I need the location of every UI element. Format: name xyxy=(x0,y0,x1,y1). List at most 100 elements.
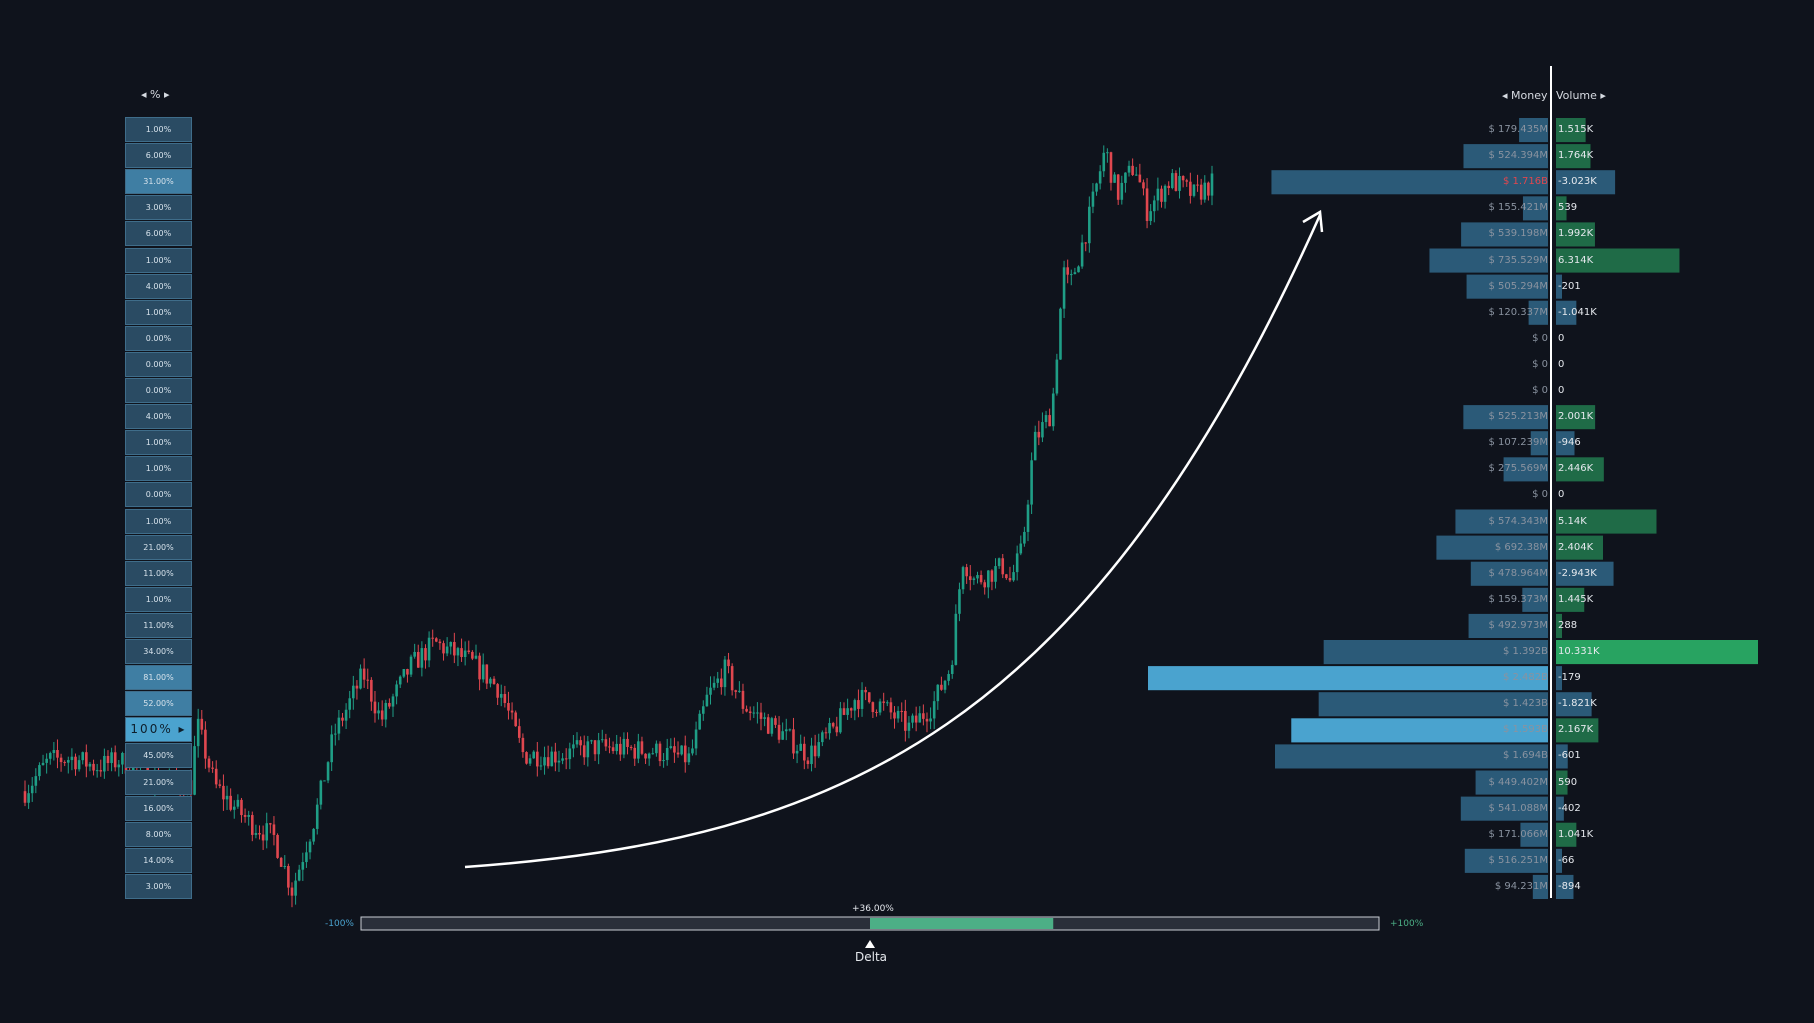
candle-body xyxy=(658,743,662,762)
candle-body xyxy=(265,823,269,841)
money-label: $ 171.066M xyxy=(1488,828,1548,840)
candle-body xyxy=(305,852,308,863)
candle-body xyxy=(1127,165,1131,173)
candle-body xyxy=(27,793,30,803)
candle-body xyxy=(521,737,525,753)
candle-body xyxy=(113,752,117,768)
volume-header[interactable]: Volume ▸ xyxy=(1556,89,1606,102)
volume-bar xyxy=(1556,405,1596,430)
candle-body xyxy=(1203,182,1207,200)
candle-body xyxy=(193,746,196,795)
candle-body xyxy=(204,729,207,759)
pct-row: 81.00% xyxy=(125,665,192,691)
candle-body xyxy=(218,784,222,786)
candle-body xyxy=(1041,422,1044,438)
pct-row: 0.00% xyxy=(125,482,192,508)
candle-body xyxy=(896,710,900,719)
candle-body xyxy=(651,753,655,755)
candle-body xyxy=(1055,359,1059,394)
pct-row: 3.00% xyxy=(125,873,192,899)
candle-body xyxy=(294,880,297,896)
candle-body xyxy=(308,841,312,853)
pct-row: 14.00% xyxy=(125,847,192,873)
candle-body xyxy=(968,576,972,581)
money-bar xyxy=(1463,144,1548,169)
volume-label: -946 xyxy=(1558,437,1581,449)
candle-body xyxy=(867,692,871,703)
candle-body xyxy=(23,791,27,803)
candle-body xyxy=(337,717,341,734)
candle-body xyxy=(554,751,557,763)
candle-body xyxy=(756,712,759,714)
volume-label: 5.14K xyxy=(1558,515,1587,527)
candle-body xyxy=(489,678,492,684)
candle-body xyxy=(95,770,99,772)
volume-bar xyxy=(1556,118,1586,143)
volume-label: -66 xyxy=(1558,854,1575,866)
candle-body xyxy=(1210,173,1214,196)
candle-body xyxy=(492,678,496,685)
candle-body xyxy=(315,804,319,829)
money-label: $ 0 xyxy=(1532,489,1548,501)
candle-body xyxy=(629,746,633,748)
volume-bar xyxy=(1556,692,1592,717)
candle-body xyxy=(1120,182,1124,200)
candle-body xyxy=(1156,188,1160,201)
candle-body xyxy=(622,738,626,755)
pct-row: 21.00% xyxy=(125,534,192,560)
volume-bar xyxy=(1556,666,1562,691)
candle-body xyxy=(41,762,45,766)
candle-body xyxy=(940,684,943,690)
candle-body xyxy=(543,757,546,766)
volume-bar xyxy=(1556,509,1657,534)
candle-body xyxy=(593,740,597,755)
candle-body xyxy=(615,743,618,752)
candle-body xyxy=(1178,176,1181,191)
candle-body xyxy=(665,747,669,761)
money-bar xyxy=(1436,535,1548,560)
candle-body xyxy=(720,678,723,688)
money-bar xyxy=(1532,874,1548,899)
money-label: $ 155.421M xyxy=(1488,202,1548,214)
candle-body xyxy=(536,751,539,767)
candle-body xyxy=(831,723,835,727)
candle-body xyxy=(904,710,907,731)
candle-body xyxy=(229,795,232,810)
candle-body xyxy=(900,710,904,712)
candle-body xyxy=(261,834,265,841)
volume-label: 1.445K xyxy=(1558,593,1594,605)
money-header[interactable]: ◂ Money xyxy=(1502,89,1548,102)
candle-body xyxy=(70,756,74,761)
candle-body xyxy=(1080,242,1084,267)
candle-body xyxy=(77,760,81,770)
volume-bar xyxy=(1556,874,1574,899)
candle-body xyxy=(373,701,377,714)
candle-body xyxy=(359,668,362,689)
candle-body xyxy=(766,717,770,734)
candle-body xyxy=(1095,183,1098,192)
candle-body xyxy=(983,582,987,588)
candle-body xyxy=(103,755,106,772)
volume-label: 539 xyxy=(1558,202,1578,214)
volume-bar xyxy=(1556,796,1564,821)
money-bar xyxy=(1463,405,1548,430)
candle-body xyxy=(247,815,250,817)
candle-body xyxy=(344,709,348,721)
candle-body xyxy=(200,718,204,730)
candle-body xyxy=(435,638,438,642)
candle-body xyxy=(395,684,398,697)
candle-body xyxy=(997,558,1001,567)
money-label: $ 159.373M xyxy=(1488,593,1548,605)
pct-row: 1.00% xyxy=(125,508,192,534)
money-bar xyxy=(1470,561,1548,586)
volume-label: -601 xyxy=(1558,750,1581,762)
pct-panel-header[interactable]: ◂ % ▸ xyxy=(141,88,170,101)
volume-label: -894 xyxy=(1558,880,1581,892)
candle-body xyxy=(839,708,842,733)
candle-body xyxy=(1189,181,1192,196)
volume-bar xyxy=(1556,535,1604,560)
candle-body xyxy=(889,702,893,713)
delta-max-label: +100% xyxy=(1390,919,1424,929)
candle-body xyxy=(1059,308,1062,360)
candle-body xyxy=(586,741,590,758)
